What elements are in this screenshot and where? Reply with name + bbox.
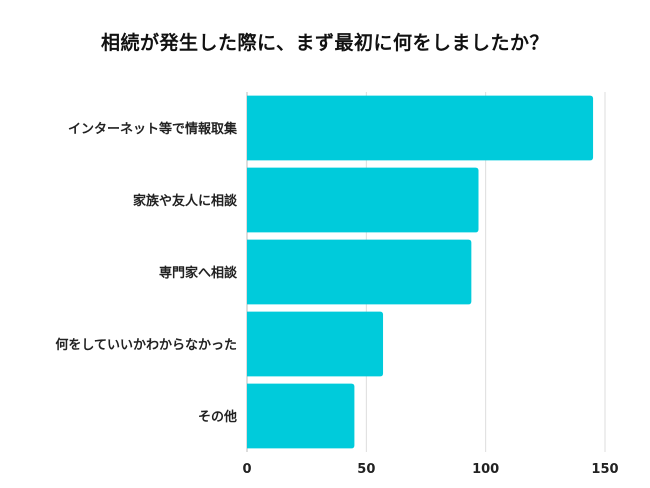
bar xyxy=(247,95,594,161)
category-label: その他 xyxy=(198,409,237,425)
bar-layer xyxy=(247,95,594,449)
chart-title: 相続が発生した際に、まず最初に何をしましたか？ xyxy=(101,32,549,54)
x-tick-label: 50 xyxy=(357,462,375,477)
category-labels: インターネット等で情報取集家族や友人に相談専門家へ相談何をしていいかわからなかっ… xyxy=(55,121,238,425)
x-axis-ticks: 0 50 100 150 xyxy=(242,462,618,477)
category-label: 家族や友人に相談 xyxy=(133,193,238,209)
category-label: 何をしていいかわからなかった xyxy=(55,337,237,353)
x-tick-label: 100 xyxy=(472,462,499,477)
bar xyxy=(247,311,384,377)
bar xyxy=(247,239,472,305)
bar xyxy=(247,383,355,449)
category-label: 専門家へ相談 xyxy=(159,265,238,281)
x-tick-label: 0 xyxy=(242,462,251,477)
x-tick-label: 150 xyxy=(591,462,618,477)
category-label: インターネット等で情報取集 xyxy=(68,121,238,137)
bar xyxy=(247,167,479,233)
